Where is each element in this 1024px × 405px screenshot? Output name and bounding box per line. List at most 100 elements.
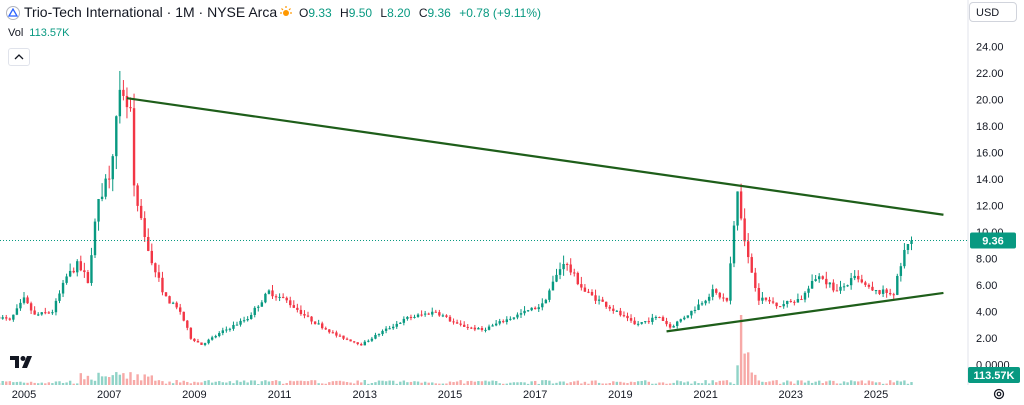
volume-bar: [108, 377, 111, 385]
candle-body: [221, 330, 224, 334]
candle-body: [828, 282, 832, 285]
candle-body: [825, 278, 828, 285]
candle-body: [150, 250, 153, 264]
candle-body: [104, 178, 107, 197]
volume-bar: [647, 381, 650, 385]
symbol-title[interactable]: Trio-Tech International · 1M · NYSE Arca: [24, 4, 278, 20]
candle-body: [544, 299, 548, 304]
close-key: C: [418, 6, 428, 20]
volume-bar: [157, 380, 161, 385]
candle-body: [384, 328, 388, 331]
volume-bar: [409, 381, 413, 385]
candle-body: [19, 302, 22, 309]
volume-bar: [5, 381, 8, 385]
volume-bar: [352, 383, 356, 385]
candle-body: [189, 327, 193, 339]
candle-body: [597, 299, 601, 301]
candle-body: [281, 296, 285, 298]
volume-bar: [143, 374, 146, 385]
volume-bar: [37, 383, 40, 385]
volume-bar: [587, 383, 590, 385]
candle-body: [860, 279, 863, 283]
volume-bar: [452, 382, 455, 385]
volume-bar: [196, 382, 200, 385]
volume-bar: [626, 383, 629, 385]
candle-body: [168, 296, 171, 304]
candle-body: [892, 294, 895, 296]
candle-body: [562, 263, 565, 270]
candle-body: [601, 299, 604, 302]
volume-bar: [278, 381, 281, 385]
candle-body: [580, 284, 583, 288]
volume-bar: [317, 383, 320, 385]
candle-body: [658, 316, 661, 318]
candle-body: [118, 89, 122, 117]
x-tick-label: 2013: [353, 389, 377, 401]
volume-bar: [168, 381, 171, 385]
candle-body: [402, 318, 406, 323]
volume-bar: [707, 383, 711, 385]
volume-bar: [668, 383, 672, 385]
candle-body: [93, 221, 97, 256]
volume-bar: [12, 382, 15, 385]
volume-bar: [594, 380, 597, 385]
candle-body: [612, 308, 615, 311]
candle-body: [264, 293, 267, 303]
high-key: H: [340, 6, 349, 20]
volume-bar: [636, 381, 640, 385]
candle-body: [509, 318, 512, 320]
candle-body: [715, 289, 718, 293]
tradingview-logo-part: [10, 356, 19, 368]
volume-bar: [118, 374, 122, 385]
candle-body: [864, 282, 867, 285]
candle-body: [565, 263, 569, 265]
candle-body: [210, 337, 214, 340]
candle-body: [225, 329, 228, 331]
candle-body: [881, 289, 885, 294]
volume-bar: [47, 382, 51, 385]
candle-body: [786, 300, 789, 305]
volume-bar: [26, 382, 29, 385]
candle-body: [494, 323, 498, 326]
volume-bar: [239, 381, 242, 385]
candle-body: [523, 310, 526, 314]
volume-bar: [377, 380, 381, 385]
candle-body: [83, 270, 86, 273]
candle-body: [605, 301, 608, 307]
candle-body: [47, 312, 51, 314]
volume-bar: [729, 382, 732, 385]
settings-gear-icon[interactable]: [992, 387, 1006, 401]
candle-body: [537, 307, 540, 310]
volume-bar: [768, 381, 771, 385]
volume-bar: [331, 381, 335, 385]
candle-body: [672, 325, 675, 328]
candle-body: [477, 328, 480, 330]
y-tick-label: 6.00: [976, 280, 997, 292]
volume-bar: [739, 315, 743, 385]
candle-body: [413, 316, 416, 318]
volume-bar: [246, 382, 249, 385]
market-session-sun-icon: [280, 6, 292, 16]
candle-body: [768, 299, 771, 302]
candle-body: [700, 303, 704, 305]
volume-bar: [736, 365, 739, 385]
currency-selector[interactable]: USD: [969, 2, 1017, 22]
candle-body: [707, 296, 711, 301]
candle-body: [448, 316, 452, 322]
collapse-legend-button[interactable]: [8, 48, 30, 66]
open-value: 9.33: [308, 6, 332, 20]
volume-bar: [44, 383, 47, 385]
candle-body: [129, 107, 132, 109]
volume-bar: [764, 382, 768, 385]
volume-bar: [651, 383, 654, 385]
candle-body: [594, 295, 597, 301]
volume-bar: [576, 380, 579, 385]
volume-bar: [299, 380, 303, 385]
candle-body: [338, 335, 342, 337]
candle-body: [423, 313, 427, 315]
volume-bar: [76, 383, 79, 385]
volume-bar: [534, 380, 537, 385]
candle-body: [427, 313, 430, 315]
volume-bar: [186, 381, 189, 385]
